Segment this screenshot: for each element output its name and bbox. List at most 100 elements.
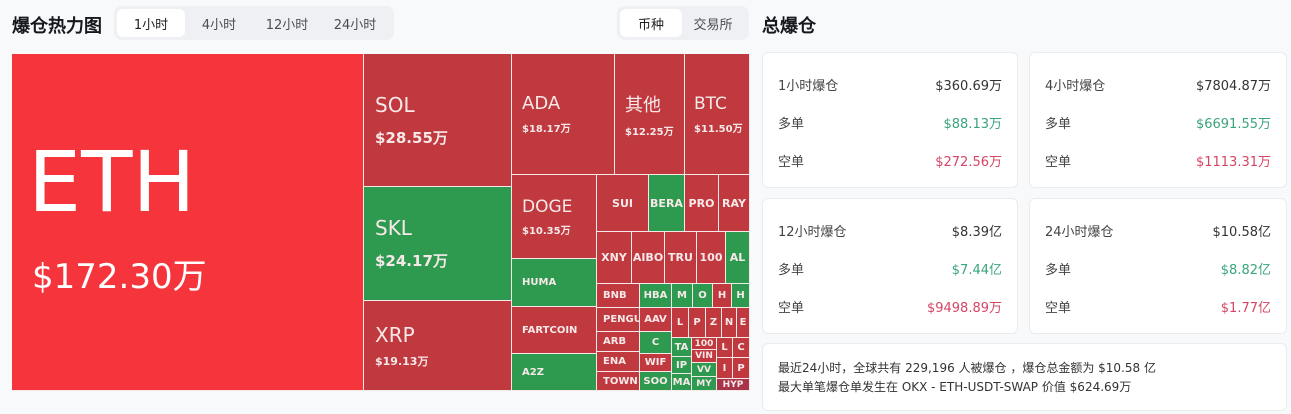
treemap-cell-eth[interactable]: ETH $172.30万 [12,54,364,391]
period-label: 4小时爆仓 [1045,78,1106,94]
group-by-tabs: 币种 交易所 [617,6,749,40]
cell-symbol: H [717,290,727,301]
cell-symbol: MY [696,378,712,389]
treemap-cell-ena[interactable]: ENA [597,352,640,372]
cell-symbol: 100 [694,338,714,349]
treemap-cell-z[interactable]: Z [706,308,722,338]
treemap-cell-h2[interactable]: H [732,284,750,308]
treemap-cell-ip[interactable]: IP [672,357,692,374]
treemap-cell-skl[interactable]: SKL $24.17万 [364,187,512,301]
treemap-cell-al[interactable]: AL [726,232,750,284]
treemap-cell-l2[interactable]: L [717,338,733,358]
cell-symbol: BERA [650,196,683,210]
treemap-cell-vin[interactable]: VIN [692,350,717,363]
treemap-cell-i[interactable]: I [717,358,733,379]
treemap-cell-p1[interactable]: P [689,308,706,338]
cell-symbol: L [676,317,684,328]
treemap-cell-ma[interactable]: MA [672,374,692,391]
treemap-cell-100b[interactable]: 100 [692,338,717,350]
cell-amount: $28.55万 [375,128,448,147]
treemap-cell-ada[interactable]: ADA $18.17万 [512,54,615,175]
tab-1h[interactable]: 1小时 [117,9,185,37]
short-value: $9498.89万 [926,300,1002,316]
tab-coin[interactable]: 币种 [620,9,682,37]
heatmap-title: 爆仓热力图 [12,16,102,37]
cell-symbol: XNY [601,251,627,264]
cell-symbol: PRO [688,196,715,210]
treemap-cell-bera[interactable]: BERA [649,175,685,232]
treemap-cell-town[interactable]: TOWN [597,372,640,391]
cell-symbol: N [724,317,734,328]
long-label: 多单 [778,116,805,132]
treemap-cell-xny[interactable]: XNY [597,232,632,284]
cell-amount: $11.50万 [694,123,743,135]
short-value: $1.77亿 [1220,300,1271,316]
treemap-cell-aibo[interactable]: AIBO [632,232,665,284]
treemap-cell-pengu[interactable]: PENGU [597,308,640,332]
treemap-cell-soo[interactable]: SOO [640,372,672,391]
liquidation-summary: 最近24小时，全球共有 229,196 人被爆仓 ，爆仓总金额为 $10.58 … [762,343,1287,411]
treemap-cell-hyp[interactable]: HYP [717,379,750,391]
treemap-cell-n[interactable]: N [722,308,737,338]
cell-symbol: I [722,362,727,374]
tab-exchange[interactable]: 交易所 [693,17,733,33]
treemap-cell-doge[interactable]: DOGE $10.35万 [512,175,597,259]
cell-symbol: HUMA [522,277,557,288]
cell-symbol: HBA [643,290,668,301]
card-24h: 24小时爆仓 $10.58亿 多单 $8.82亿 空单 $1.77亿 [1029,198,1287,334]
treemap-cell-fartcoin[interactable]: FARTCOIN [512,307,597,354]
cell-symbol: AL [729,251,746,264]
cell-symbol: SKL [375,216,412,240]
treemap-cell-arb[interactable]: ARB [597,332,640,352]
treemap-cell-p2[interactable]: P [733,358,750,379]
treemap-cell-h1[interactable]: H [713,284,732,308]
tab-12h[interactable]: 12小时 [265,17,309,33]
treemap-cell-sol[interactable]: SOL $28.55万 [364,54,512,187]
treemap-cell-xrp[interactable]: XRP $19.13万 [364,301,512,391]
card-1h: 1小时爆仓 $360.69万 多单 $88.13万 空单 $272.56万 [762,52,1018,188]
treemap-cell-ta[interactable]: TA [672,338,692,357]
liquidation-treemap: ETH $172.30万 SOL $28.55万 SKL $24.17万 XRP… [12,54,750,391]
treemap-cell-pro[interactable]: PRO [685,175,719,232]
tab-24h[interactable]: 24小时 [333,17,377,33]
short-label: 空单 [778,154,805,170]
treemap-cell-a2z[interactable]: A2Z [512,354,597,391]
period-label: 12小时爆仓 [778,224,847,240]
cell-symbol: VV [697,364,711,375]
period-total: $7804.87万 [1195,78,1271,94]
treemap-cell-l1[interactable]: L [672,308,689,338]
treemap-cell-huma[interactable]: HUMA [512,259,597,307]
treemap-cell-100[interactable]: 100 [697,232,726,284]
treemap-cell-ray[interactable]: RAY [719,175,750,232]
short-label: 空单 [1045,154,1072,170]
cell-symbol: FARTCOIN [522,324,578,336]
period-label: 1小时爆仓 [778,78,839,94]
treemap-cell-tru[interactable]: TRU [665,232,697,284]
cell-symbol: IP [675,359,688,371]
cell-symbol: SOL [375,92,415,117]
treemap-cell-my[interactable]: MY [692,377,717,391]
cell-amount: $18.17万 [522,124,571,135]
treemap-cell-c2[interactable]: C [733,338,750,358]
treemap-cell-btc[interactable]: BTC $11.50万 [685,54,750,175]
cell-symbol: MA [672,376,691,388]
treemap-cell-m[interactable]: M [672,284,693,308]
cell-symbol: DOGE [522,196,573,217]
cell-symbol: 100 [699,251,723,264]
treemap-cell-wif[interactable]: WIF [640,354,672,372]
treemap-cell-vv[interactable]: VV [692,363,717,377]
treemap-cell-hba[interactable]: HBA [640,284,672,308]
treemap-cell-o[interactable]: O [693,284,713,308]
treemap-cell-e[interactable]: E [737,308,750,338]
tab-4h[interactable]: 4小时 [201,17,237,33]
treemap-cell-aav[interactable]: AAV [640,308,672,332]
cell-amount: $10.35万 [522,225,571,237]
cell-symbol: Z [709,317,718,328]
treemap-cell-sui[interactable]: SUI [597,175,649,232]
treemap-cell-others[interactable]: 其他 $12.25万 [615,54,685,175]
treemap-cell-c[interactable]: C [640,332,672,354]
cell-symbol: M [677,290,687,301]
treemap-cell-bnb[interactable]: BNB [597,284,640,308]
long-value: $7.44亿 [951,262,1002,278]
cell-symbol: ENA [603,356,626,367]
